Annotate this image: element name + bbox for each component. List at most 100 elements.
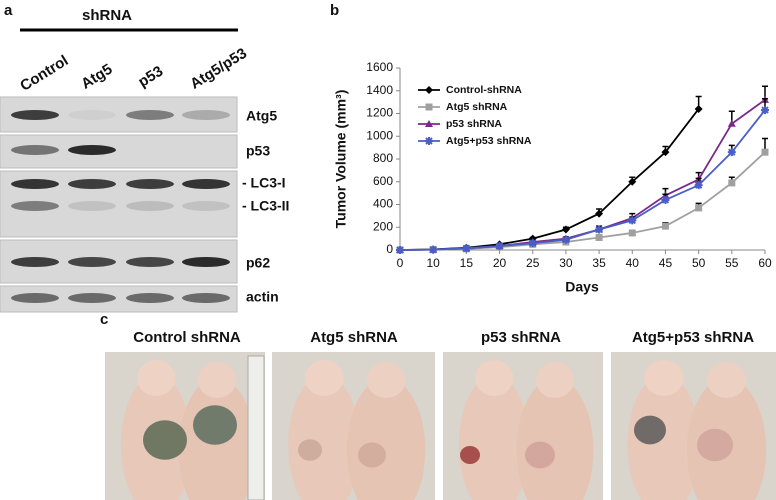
mouse-head [137,360,176,396]
marker [595,233,603,241]
group-label: Atg5 shRNA [310,329,398,346]
band-label: - LC3-II [242,198,289,214]
blot-band [11,179,59,189]
blot-band [68,110,116,120]
tumor [460,446,480,464]
x-tick-label: 0 [397,256,404,270]
blot-band [182,110,230,120]
marker [425,137,433,145]
blot-band [126,201,174,211]
legend-label: Atg5 shRNA [446,101,508,113]
marker [694,181,703,190]
panel-b: b Tumor Volume (mm³) Days 02004006008001… [330,2,772,295]
group-label: shRNA [82,7,132,24]
marker [728,179,736,187]
marker [628,216,637,225]
panel-c: c Control shRNA Atg5 shRNA p53 shRNA Atg… [100,311,776,500]
marker [561,235,570,244]
band-label: - LC3-I [242,175,286,191]
blot-band [68,201,116,211]
blot-band [11,145,59,155]
mouse-head [366,362,406,398]
marker [425,86,433,94]
marker [694,104,703,113]
band-label: Atg5 [246,108,277,124]
y-tick-label: 600 [373,174,393,188]
y-tick-label: 1400 [366,83,393,97]
x-tick-label: 15 [460,256,474,270]
x-tick-label: 50 [692,256,706,270]
mouse-head [535,362,575,398]
marker [661,148,670,157]
blots [0,96,238,313]
marker [595,209,604,218]
blot-band [11,293,59,303]
x-axis-label: Days [565,279,599,295]
marker [727,119,736,127]
x-tick-label: 20 [493,256,507,270]
blot-band [68,145,116,155]
blot-band [126,257,174,267]
blot-band [68,179,116,189]
blot-band [182,257,230,267]
panel-label: a [4,2,13,19]
marker [429,245,438,254]
x-tick-label: 45 [659,256,673,270]
ruler [247,355,265,500]
blot-band [182,293,230,303]
x-tick-label: 40 [626,256,640,270]
blot-band [68,293,116,303]
blot-band [11,110,59,120]
x-tick-label: 25 [526,256,540,270]
marker [628,177,637,186]
mouse [346,378,426,500]
tumor [358,442,386,468]
legend-label: Control-shRNA [446,84,522,96]
mouse-head [706,362,747,398]
lane-label: Atg5/p53 [187,45,250,93]
mouse-head [197,362,237,398]
mouse [288,375,361,500]
marker [727,148,736,157]
marker [396,246,404,254]
x-tick-label: 10 [427,256,441,270]
marker [561,225,570,234]
lane-label: Atg5 [78,61,115,93]
band-label: p53 [246,143,270,159]
y-tick-label: 1200 [366,106,393,120]
marker [695,204,703,212]
marker [495,242,504,251]
y-axis-label: Tumor Volume (mm³) [333,90,349,229]
blot-band [182,179,230,189]
marker [528,239,537,248]
tumor [143,420,187,460]
blot-band [11,257,59,267]
tumor [193,405,237,445]
tumor [298,439,322,461]
mouse-head [304,360,344,396]
mouse-head [644,360,684,396]
tumor [697,428,733,462]
mouse [516,378,594,500]
y-tick-label: 1000 [366,128,393,142]
x-tick-label: 30 [559,256,573,270]
tumor [634,415,666,445]
y-tick-label: 1600 [366,60,393,74]
group-label: p53 shRNA [481,329,561,346]
blot-band [126,179,174,189]
panel-a: a shRNA Control Atg5 p53 Atg5/p53 Atg5 p… [0,2,289,313]
blot-band [11,201,59,211]
series-line [399,109,766,251]
mouse [459,375,530,500]
lane-label: p53 [135,63,166,91]
marker [425,103,433,111]
y-tick-label: 0 [386,242,393,256]
x-tick-label: 35 [592,256,606,270]
group-label: Atg5+p53 shRNA [632,329,754,346]
marker [595,225,604,234]
marker [661,222,669,230]
band-label: actin [246,289,279,305]
photos [105,352,776,500]
y-tick-label: 800 [373,151,393,165]
